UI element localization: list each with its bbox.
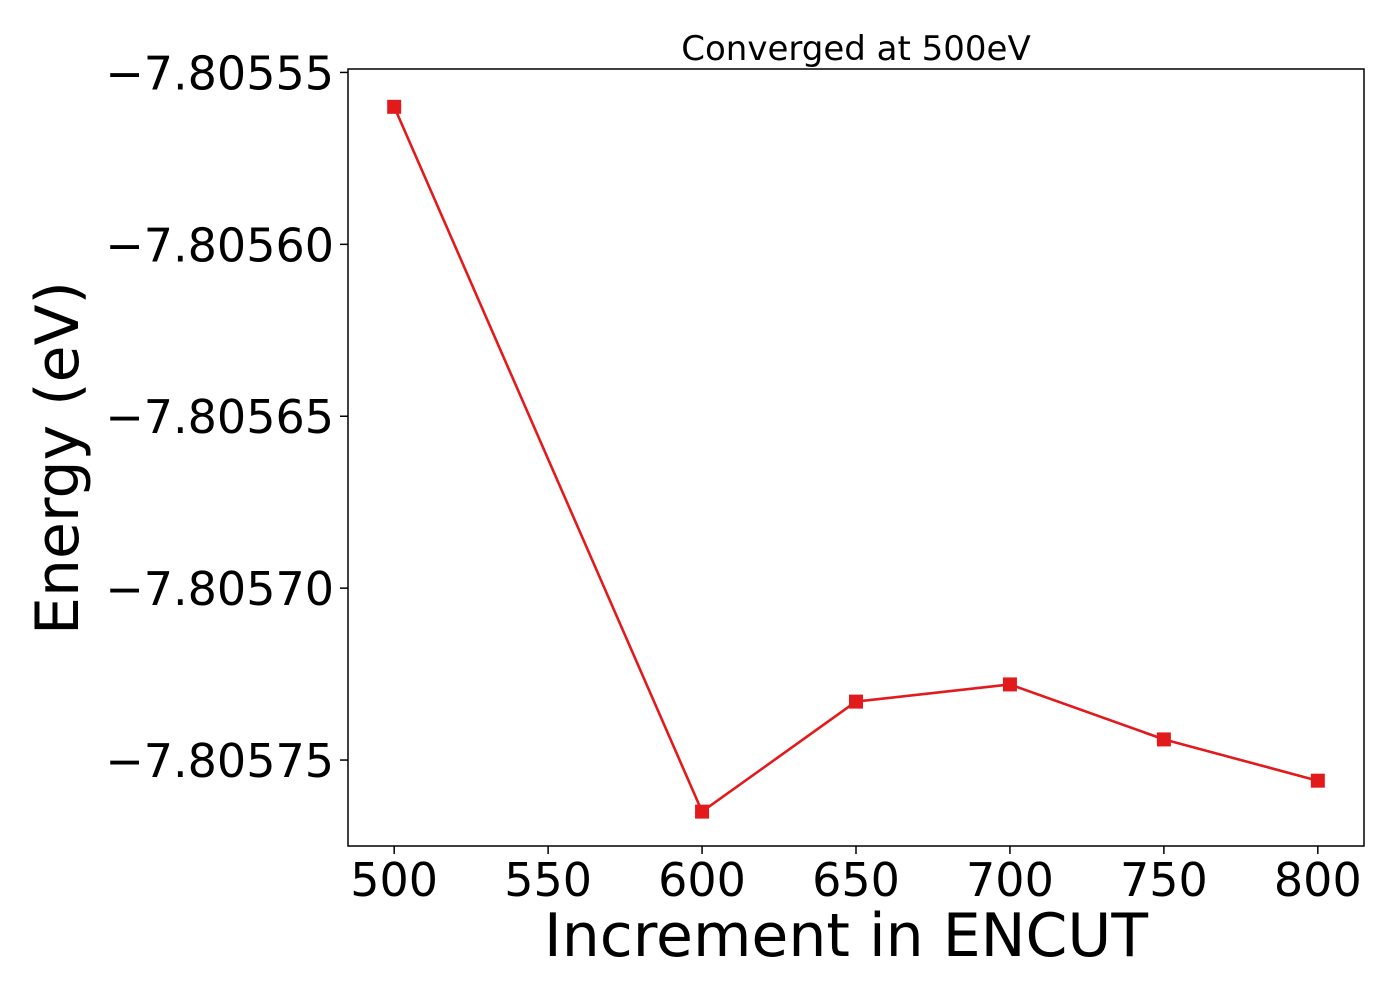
x-tick-label: 600: [658, 853, 746, 907]
x-tick-label: 650: [812, 853, 900, 907]
x-tick-label: 700: [966, 853, 1054, 907]
x-tick-label: 750: [1120, 853, 1208, 907]
y-tick-label: −7.80570: [105, 562, 334, 616]
data-point-marker: [849, 694, 863, 709]
series-line: [393, 106, 1319, 813]
x-tick-label: 500: [350, 853, 438, 907]
data-point-marker: [1310, 773, 1325, 788]
chart-title: Converged at 500eV: [681, 29, 1030, 69]
y-tick-label: −7.80560: [105, 218, 334, 272]
x-axis-label: Increment in ENCUT: [544, 901, 1148, 971]
data-point-marker: [1156, 732, 1171, 747]
y-tick-label: −7.80555: [105, 46, 334, 100]
plot-area-frame: [347, 68, 1365, 847]
x-tick-label: 550: [504, 853, 592, 907]
data-point-marker: [1002, 677, 1017, 692]
y-tick-label: −7.80575: [105, 734, 334, 788]
y-axis-label: Energy (eV): [23, 281, 93, 635]
data-point-marker: [695, 804, 710, 819]
x-tick-label: 800: [1274, 853, 1362, 907]
y-tick-label: −7.80565: [105, 390, 334, 444]
data-point-marker: [387, 99, 402, 114]
